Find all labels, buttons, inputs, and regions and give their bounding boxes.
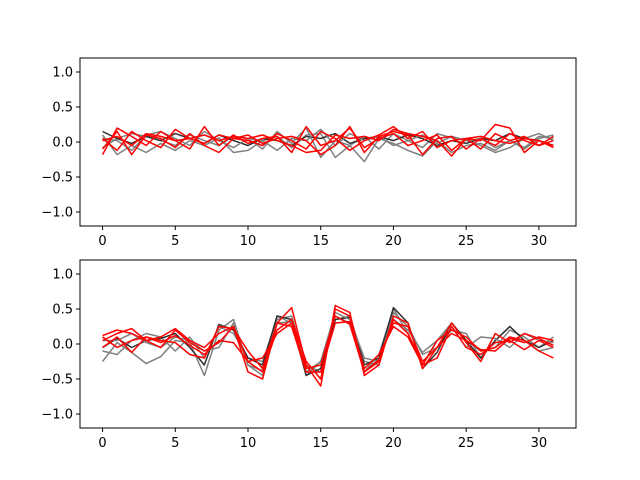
series-line-red-6	[102, 320, 554, 373]
x-tick-label: 10	[240, 234, 257, 249]
y-tick-label: 0.0	[52, 338, 73, 353]
x-tick-label: 25	[458, 436, 475, 451]
y-tick-label: −1.0	[41, 408, 73, 423]
x-tick-label: 30	[531, 436, 548, 451]
x-tick-label: 0	[98, 436, 106, 451]
x-tick-label: 0	[98, 234, 106, 249]
y-tick-label: 1.0	[52, 268, 73, 283]
series-group	[101, 304, 554, 387]
x-tick-label: 10	[240, 436, 257, 451]
x-tick-label: 30	[531, 234, 548, 249]
x-tick-label: 15	[312, 234, 329, 249]
series-line-gray-1	[102, 127, 554, 159]
top-subplot: 0 5 10 15 20 25 30 −1.0 −0.5 0.0 0.5 1.0	[41, 57, 577, 249]
y-tick-label: 0.0	[52, 136, 73, 151]
y-tick-label: −0.5	[41, 373, 73, 388]
y-tick-label: −1.0	[41, 206, 73, 221]
series-line-red-6	[101, 125, 554, 156]
x-tick-label: 20	[385, 234, 402, 249]
series-line-red-7	[102, 128, 554, 157]
series-group	[101, 123, 554, 163]
y-tick-label: 0.5	[52, 101, 73, 116]
x-tick-label: 5	[171, 234, 179, 249]
x-tick-label: 20	[385, 436, 402, 451]
series-line-red-5	[102, 125, 554, 152]
x-tick-label: 15	[312, 436, 329, 451]
x-tick-label: 5	[171, 436, 179, 451]
series-line-gray-0	[101, 132, 554, 163]
y-tick-label: 1.0	[52, 66, 73, 81]
y-tick-label: −0.5	[41, 171, 73, 186]
series-line-red-7	[102, 315, 554, 373]
bottom-subplot: 0 5 10 15 20 25 30 −1.0 −0.5 0.0 0.5 1.0	[41, 259, 577, 451]
y-tick-label: 0.5	[52, 303, 73, 318]
x-tick-label: 25	[458, 234, 475, 249]
